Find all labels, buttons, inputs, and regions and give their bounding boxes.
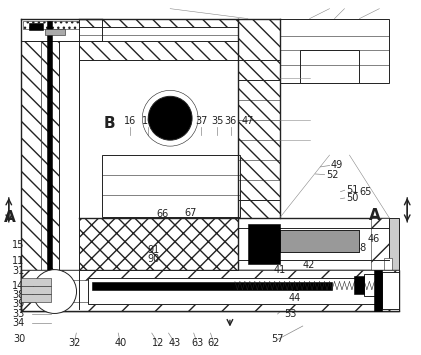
Bar xyxy=(21,278,51,285)
Text: 42: 42 xyxy=(303,260,315,270)
Bar xyxy=(238,18,280,218)
Bar xyxy=(384,258,392,270)
Text: 41: 41 xyxy=(274,265,286,275)
Bar xyxy=(21,18,102,40)
Text: 57: 57 xyxy=(272,334,284,344)
Text: 12: 12 xyxy=(152,338,164,348)
Bar xyxy=(45,29,64,34)
Bar xyxy=(389,218,399,270)
Text: 65: 65 xyxy=(360,187,372,197)
Bar xyxy=(79,27,238,40)
Text: 45: 45 xyxy=(288,283,301,293)
Text: 52: 52 xyxy=(326,170,338,180)
Bar xyxy=(238,218,389,270)
Bar xyxy=(29,23,43,29)
Text: 15: 15 xyxy=(12,240,24,250)
Text: 46: 46 xyxy=(368,234,380,244)
Bar xyxy=(371,218,389,270)
Text: 43: 43 xyxy=(169,338,181,348)
Bar xyxy=(354,275,365,294)
Text: 51: 51 xyxy=(346,185,358,195)
Text: 91: 91 xyxy=(148,245,160,255)
Text: 16: 16 xyxy=(124,116,136,126)
Circle shape xyxy=(33,270,77,313)
Bar xyxy=(280,18,389,83)
Text: 53: 53 xyxy=(284,309,296,319)
Bar xyxy=(79,218,238,270)
Text: 63: 63 xyxy=(191,338,203,348)
Text: 62: 62 xyxy=(208,338,220,348)
Bar xyxy=(21,301,399,311)
Bar xyxy=(102,155,240,217)
Bar xyxy=(280,230,360,252)
Bar xyxy=(21,285,51,294)
Text: 14: 14 xyxy=(12,281,24,291)
Bar xyxy=(93,282,331,290)
Bar xyxy=(21,294,51,301)
Bar xyxy=(21,270,399,280)
Text: 66: 66 xyxy=(156,209,168,219)
Text: 32: 32 xyxy=(68,338,80,348)
Bar xyxy=(88,278,377,304)
Bar xyxy=(300,50,360,83)
Text: A: A xyxy=(4,209,16,225)
Text: 37: 37 xyxy=(195,116,208,126)
Text: 50: 50 xyxy=(346,193,358,203)
Text: 48: 48 xyxy=(354,243,367,253)
Text: 21: 21 xyxy=(174,116,187,126)
Text: 90: 90 xyxy=(148,254,160,264)
Text: 33: 33 xyxy=(12,309,24,319)
Text: 47: 47 xyxy=(242,116,254,126)
Text: 34: 34 xyxy=(12,318,24,328)
Text: 11: 11 xyxy=(12,256,24,266)
Bar xyxy=(79,18,238,60)
Bar xyxy=(59,18,79,310)
Text: B: B xyxy=(103,115,115,131)
Text: 44: 44 xyxy=(288,293,301,303)
Text: 39: 39 xyxy=(12,299,24,309)
Text: 17: 17 xyxy=(158,116,171,126)
Bar xyxy=(41,18,59,310)
Text: 30: 30 xyxy=(13,334,26,344)
Text: 49: 49 xyxy=(331,160,343,170)
Bar xyxy=(384,272,392,282)
Bar xyxy=(21,270,399,311)
Text: A: A xyxy=(369,208,381,223)
Bar xyxy=(248,224,280,264)
Text: 67: 67 xyxy=(184,208,197,218)
Bar xyxy=(365,274,379,295)
Text: 35: 35 xyxy=(211,116,224,126)
Bar xyxy=(374,270,382,311)
Circle shape xyxy=(148,96,192,140)
Text: 38: 38 xyxy=(12,290,24,300)
Text: 31: 31 xyxy=(12,266,24,276)
Text: 10: 10 xyxy=(142,116,155,126)
Bar xyxy=(47,21,52,300)
Bar xyxy=(23,21,101,29)
Text: 36: 36 xyxy=(224,116,237,126)
Bar xyxy=(21,18,41,310)
Text: 40: 40 xyxy=(114,338,126,348)
Bar xyxy=(382,272,399,310)
